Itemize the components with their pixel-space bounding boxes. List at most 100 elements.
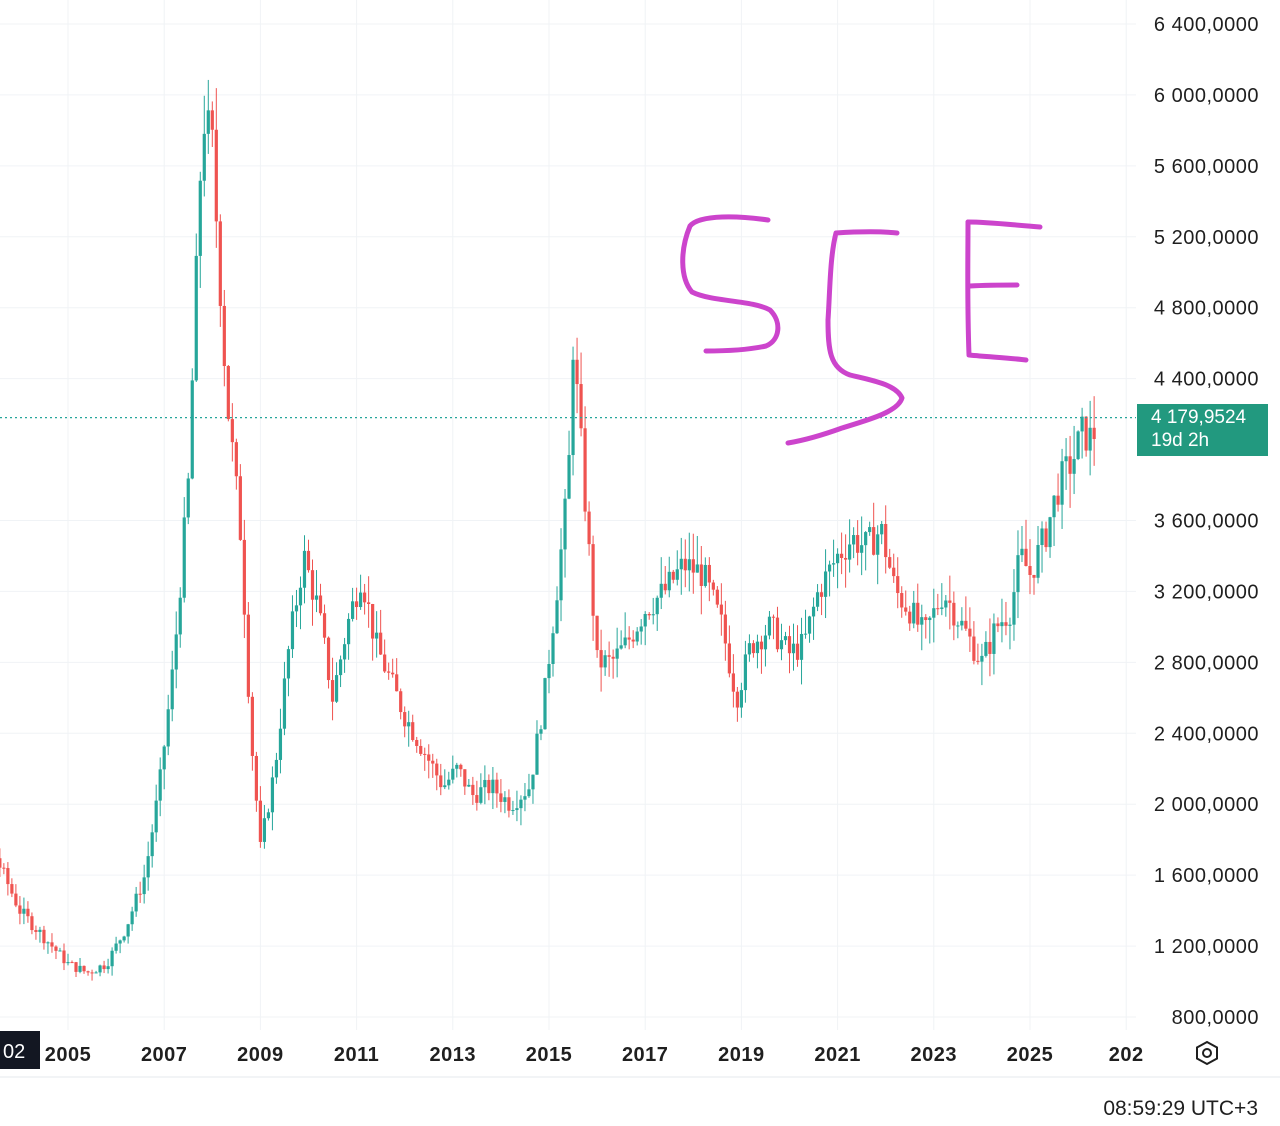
candle-body — [747, 643, 752, 655]
candle-body — [591, 544, 595, 616]
candle-body — [511, 810, 515, 812]
candle-body — [1060, 461, 1064, 505]
candle-body — [535, 733, 539, 775]
candle-body — [367, 602, 371, 605]
candle-body — [82, 965, 86, 972]
candle-body — [503, 797, 507, 802]
candle-body — [964, 620, 968, 629]
candle-body — [791, 643, 796, 654]
y-tick-label: 2 000,0000 — [1154, 794, 1259, 816]
candle-body — [350, 601, 355, 619]
y-axis-ticks: 6 400,0000 6 000,0000 5 600,0000 5 200,0000… — [1154, 14, 1259, 1029]
candle-body — [359, 592, 363, 608]
x-axis-ticks: 2005 2007 2009 2011 2013 2015 2017 2019 2021 2023… — [45, 1044, 1143, 1066]
y-tick-label: 1 600,0000 — [1154, 865, 1259, 887]
candle-body — [819, 592, 824, 597]
candle-body — [459, 764, 463, 770]
candle-body — [306, 550, 311, 571]
candle-body — [174, 634, 178, 670]
last-price-badge: 4 179,9524 19d 2h — [1137, 404, 1268, 456]
candle-body — [623, 637, 627, 646]
candle-body — [290, 611, 295, 650]
candle-body — [775, 617, 780, 650]
candle-body — [759, 641, 764, 650]
candle-body — [527, 789, 531, 797]
candle-body — [884, 523, 888, 558]
candle-body — [860, 545, 864, 553]
candle-body — [435, 763, 439, 776]
candle-body — [924, 617, 928, 621]
candle-body — [1036, 545, 1040, 578]
candle-body — [751, 643, 756, 654]
candle-body — [26, 908, 30, 917]
candle-body — [74, 962, 78, 972]
candle-body — [815, 592, 820, 607]
candle-body — [799, 633, 804, 660]
candle-body — [322, 613, 327, 638]
candle-body — [1040, 528, 1044, 546]
candle-body — [411, 722, 415, 741]
candle-body — [387, 671, 391, 673]
candle-body — [463, 769, 467, 787]
candle-body — [984, 641, 988, 656]
settings-hexagon-icon[interactable] — [1194, 1040, 1220, 1066]
candle-body — [639, 626, 643, 632]
candle-body — [996, 623, 1000, 627]
candle-body — [98, 965, 102, 973]
candle-body — [599, 650, 603, 668]
candle-body — [238, 476, 242, 540]
candle-body — [242, 539, 246, 615]
candle-body — [86, 971, 90, 973]
candle-body — [475, 795, 479, 803]
candle-body — [663, 583, 667, 591]
candle-body — [1020, 548, 1024, 556]
y-tick-label: 2 400,0000 — [1154, 723, 1259, 745]
candle-body — [230, 419, 234, 443]
candle-body — [198, 180, 202, 256]
candle-body — [703, 564, 707, 586]
candle-body — [278, 728, 283, 760]
candle-body — [294, 605, 299, 612]
candle-body — [864, 532, 868, 546]
candle-body — [976, 660, 980, 662]
candle-body — [254, 755, 258, 801]
candle-body — [1028, 566, 1032, 575]
x-tick-label: 2021 — [814, 1044, 861, 1066]
candle-body — [783, 636, 788, 641]
candle-body — [940, 607, 944, 609]
candle-body — [18, 905, 22, 914]
candle-body — [695, 564, 699, 573]
candle-body — [234, 442, 238, 477]
candle-body — [34, 930, 38, 932]
candle-body — [194, 255, 198, 381]
candle-body — [170, 669, 174, 710]
candle-body — [10, 884, 14, 894]
candle-body — [126, 924, 130, 937]
partial-year-box — [0, 1031, 40, 1069]
candle-body — [912, 602, 916, 624]
candle-body — [607, 655, 611, 657]
candle-body — [844, 557, 848, 560]
candle-body — [848, 544, 852, 560]
candle-body — [403, 712, 407, 727]
candle-body — [1084, 416, 1088, 451]
candle-body — [342, 644, 347, 660]
candle-body — [876, 534, 880, 555]
candle-body — [932, 608, 936, 618]
candle-body — [611, 656, 615, 659]
candle-body — [118, 940, 122, 944]
candle-body — [326, 637, 331, 681]
candle-body — [547, 663, 551, 679]
candle-body — [619, 645, 623, 649]
candle-body — [487, 779, 491, 794]
candle-body — [46, 942, 50, 944]
candle-body — [146, 856, 150, 878]
candle-body — [94, 972, 98, 974]
candle-body — [1008, 624, 1012, 626]
candle-body — [467, 784, 471, 787]
candle-body — [302, 550, 307, 588]
candle-body — [836, 553, 840, 564]
candle-body — [555, 600, 559, 634]
candle-body — [150, 832, 154, 857]
